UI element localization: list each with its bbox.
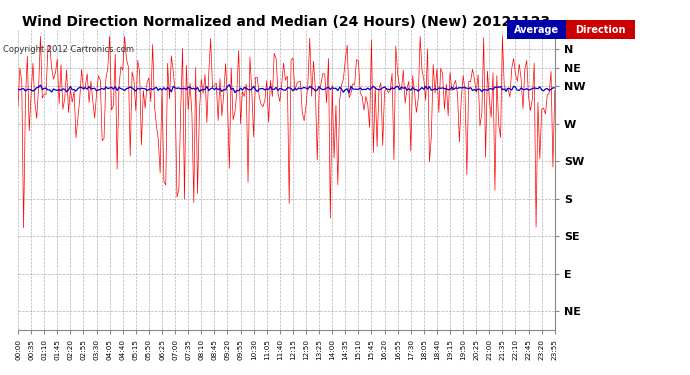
- Title: Wind Direction Normalized and Median (24 Hours) (New) 20121123: Wind Direction Normalized and Median (24…: [22, 15, 551, 29]
- Text: Average: Average: [514, 25, 559, 34]
- Text: Copyright 2012 Cartronics.com: Copyright 2012 Cartronics.com: [3, 45, 135, 54]
- Text: Direction: Direction: [575, 25, 626, 34]
